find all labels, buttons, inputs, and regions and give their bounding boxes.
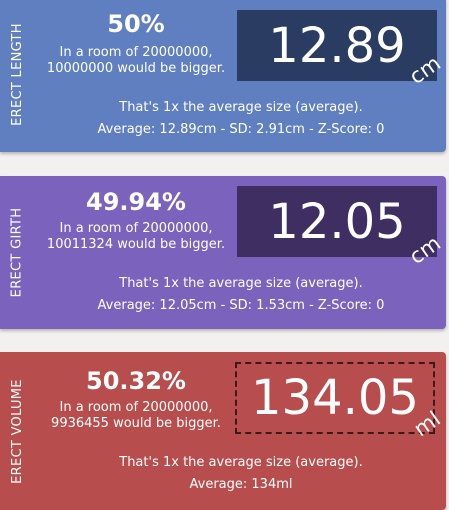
girth-room-line-2: 10011324 would be bigger. [46,237,226,252]
volume-value: 134.05 [251,370,419,426]
length-room-line-1: In a room of 20000000, [59,45,213,60]
girth-value: 12.05 [268,193,406,250]
girth-percentile: 49.94% [86,188,186,216]
length-percentile: 50% [107,10,165,38]
girth-card: ERECT GIRTH 49.94% In a room of 20000000… [0,176,446,329]
volume-percentile: 50.32% [86,367,186,395]
volume-room-line-1: In a room of 20000000, [59,400,213,415]
girth-value-box: 12.05 [237,186,437,257]
girth-summary: That's 1x the average size (average). [119,276,363,291]
girth-stats: Average: 12.05cm - SD: 1.53cm - Z-Score:… [97,298,385,313]
length-value-box: 12.89 [237,10,437,81]
length-value: 12.89 [268,17,406,74]
volume-summary: That's 1x the average size (average). [119,455,363,470]
volume-room-line-2: 9936455 would be bigger. [51,416,221,431]
length-card: ERECT LENGTH 50% In a room of 20000000, … [0,0,446,152]
length-room-line-2: 10000000 would be bigger. [46,61,226,76]
length-summary: That's 1x the average size (average). [119,100,363,115]
girth-room-line-1: In a room of 20000000, [59,221,213,236]
volume-side-label: ERECT VOLUME [9,378,25,484]
length-stats: Average: 12.89cm - SD: 2.91cm - Z-Score:… [97,122,385,137]
volume-value-box: 134.05 [235,362,435,434]
girth-side-label: ERECT GIRTH [9,207,25,298]
volume-stats: Average: 134ml [189,477,293,492]
length-side-label: ERECT LENGTH [9,22,25,126]
volume-card: ERECT VOLUME 50.32% In a room of 2000000… [0,352,446,510]
